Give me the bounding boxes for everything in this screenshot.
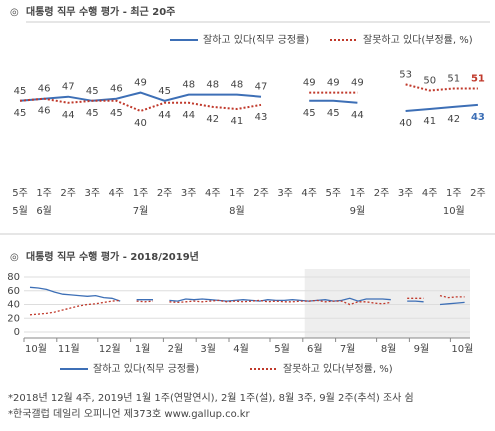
series-line xyxy=(19,91,478,112)
x-tick-label: 8월 xyxy=(381,343,397,355)
x-tick-label: 2주 xyxy=(470,188,486,199)
footnote: *한국갤럽 데일리 오피니언 제373호 www.gallup.co.kr xyxy=(8,408,251,420)
y-tick-label: 40 xyxy=(7,300,20,311)
month-label: 10월 xyxy=(443,205,465,217)
x-tick-label: 10월 xyxy=(451,343,473,355)
x-tick-label: 3주 xyxy=(181,188,197,199)
x-tick-label: 1주 xyxy=(133,188,149,199)
data-label: 46 xyxy=(110,84,123,95)
data-label: 41 xyxy=(423,116,436,127)
x-tick-label: 6월 xyxy=(307,343,323,355)
x-tick-label: 4월 xyxy=(233,343,249,355)
x-tick-label: 3주 xyxy=(277,188,293,199)
data-label: 45 xyxy=(327,108,340,119)
bullet: ◎ xyxy=(10,252,19,263)
x-tick-label: 4주 xyxy=(109,188,125,199)
x-tick-label: 2주 xyxy=(374,188,390,199)
x-tick-label: 2주 xyxy=(60,188,76,199)
x-tick-label: 1월 xyxy=(135,343,151,355)
data-label: 46 xyxy=(38,84,51,95)
data-label: 49 xyxy=(134,78,147,89)
series-line xyxy=(29,294,465,316)
data-label: 44 xyxy=(158,110,171,121)
legend-label: 잘못하고 있다(부정률, %) xyxy=(283,362,393,375)
x-tick-label: 2주 xyxy=(253,188,269,199)
data-label: 43 xyxy=(471,112,485,123)
data-label: 44 xyxy=(351,110,364,121)
x-tick-label: 7월 xyxy=(340,343,356,355)
x-tick-label: 12월 xyxy=(99,343,121,355)
x-tick-label: 1주 xyxy=(446,188,462,199)
data-label: 42 xyxy=(447,114,460,125)
data-label: 44 xyxy=(182,110,195,121)
data-label: 46 xyxy=(38,106,51,117)
data-label: 48 xyxy=(182,80,195,91)
data-label: 45 xyxy=(86,108,99,119)
data-label: 44 xyxy=(62,110,75,121)
data-label: 47 xyxy=(255,82,268,93)
y-tick-label: 0 xyxy=(14,327,20,338)
data-label: 45 xyxy=(14,86,27,97)
chart-title: 대통령 직무 수행 평가 - 최근 20주 xyxy=(26,5,175,18)
data-label: 41 xyxy=(231,116,244,127)
x-tick-label: 4주 xyxy=(301,188,317,199)
legend-label: 잘하고 있다(직무 긍정률) xyxy=(93,362,199,375)
x-tick-label: 10월 xyxy=(25,343,47,355)
x-tick-label: 9월 xyxy=(414,343,430,355)
bullet: ◎ xyxy=(10,7,19,18)
data-label: 45 xyxy=(303,108,316,119)
month-label: 8월 xyxy=(229,205,245,217)
data-label: 40 xyxy=(399,118,412,129)
legend-label: 잘하고 있다(직무 긍정률) xyxy=(203,33,309,46)
month-label: 9월 xyxy=(350,205,366,217)
x-tick-label: 3월 xyxy=(200,343,216,355)
data-label: 45 xyxy=(158,86,171,97)
data-label: 50 xyxy=(423,76,436,87)
chart-title: 대통령 직무 수행 평가 - 2018/2019년 xyxy=(26,250,199,263)
series-line xyxy=(19,83,478,113)
x-tick-label: 5주 xyxy=(326,188,342,199)
data-label: 51 xyxy=(447,73,460,84)
x-tick-label: 2주 xyxy=(157,188,173,199)
highlight-region xyxy=(304,269,470,338)
y-tick-label: 60 xyxy=(7,286,20,297)
data-label: 47 xyxy=(62,82,75,93)
x-tick-label: 1주 xyxy=(36,188,52,199)
data-label: 48 xyxy=(231,80,244,91)
data-label: 45 xyxy=(86,86,99,97)
data-label: 49 xyxy=(351,78,364,89)
data-label: 42 xyxy=(206,114,219,125)
series-line xyxy=(29,286,465,306)
data-label: 51 xyxy=(471,73,485,84)
month-label: 7월 xyxy=(133,205,149,217)
data-label: 45 xyxy=(110,108,123,119)
x-tick-label: 5주 xyxy=(12,188,28,199)
data-label: 53 xyxy=(399,69,412,80)
data-label: 49 xyxy=(327,78,340,89)
legend-label: 잘못하고 있다(부정률, %) xyxy=(363,33,473,46)
data-label: 40 xyxy=(134,118,147,129)
data-label: 43 xyxy=(255,112,268,123)
x-tick-label: 2월 xyxy=(168,343,184,355)
x-tick-label: 3주 xyxy=(85,188,101,199)
x-tick-label: 4주 xyxy=(422,188,438,199)
y-tick-label: 20 xyxy=(7,313,20,324)
month-label: 6월 xyxy=(36,205,52,217)
x-tick-label: 11월 xyxy=(58,343,80,355)
footnote: *2018년 12월 4주, 2019년 1월 1주(연말연시), 2월 1주(… xyxy=(8,392,414,404)
x-tick-label: 5월 xyxy=(274,343,290,355)
x-tick-label: 4주 xyxy=(205,188,221,199)
x-tick-label: 3주 xyxy=(398,188,414,199)
y-tick-label: 80 xyxy=(7,272,20,283)
data-label: 48 xyxy=(206,80,219,91)
x-tick-label: 1주 xyxy=(350,188,366,199)
data-label: 45 xyxy=(14,108,27,119)
x-tick-label: 1주 xyxy=(229,188,245,199)
data-label: 49 xyxy=(303,78,316,89)
month-label: 5월 xyxy=(12,205,28,217)
